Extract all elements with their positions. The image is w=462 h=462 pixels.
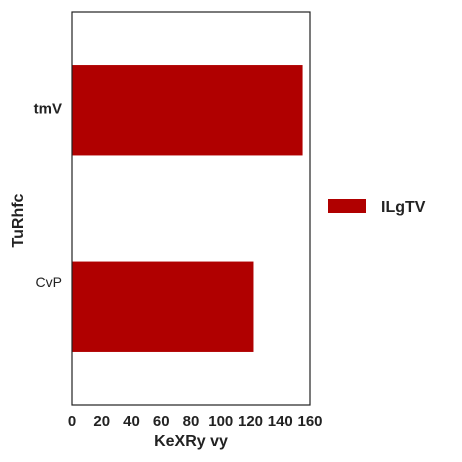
y-axis-title: TuRhfc xyxy=(10,193,27,247)
x-axis-title: KeXRy vy xyxy=(154,433,228,450)
bars-layer xyxy=(72,65,303,352)
plot-frame xyxy=(71,11,311,406)
bar-tmV xyxy=(72,65,303,156)
x-tick-label: 40 xyxy=(123,413,140,430)
x-tick-label: 80 xyxy=(183,413,200,430)
legend-swatch xyxy=(328,199,366,213)
legend: ILgTV xyxy=(328,199,426,216)
legend-label: ILgTV xyxy=(381,199,426,216)
x-tick-label: 20 xyxy=(93,413,110,430)
x-tick-label: 120 xyxy=(238,413,263,430)
x-tick-label: 100 xyxy=(208,413,233,430)
x-ticks: 0 20 40 60 80 100 120 140 160 xyxy=(68,413,323,430)
x-tick-label: 140 xyxy=(268,413,293,430)
y-tick-labels: tmV CvP xyxy=(34,100,62,290)
x-tick-label: 160 xyxy=(297,413,322,430)
y-tick-label: CvP xyxy=(36,274,62,290)
y-tick-label: tmV xyxy=(34,100,62,117)
x-tick-label: 60 xyxy=(153,413,170,430)
x-tick-label: 0 xyxy=(68,413,76,430)
bar-CvP xyxy=(72,261,254,352)
